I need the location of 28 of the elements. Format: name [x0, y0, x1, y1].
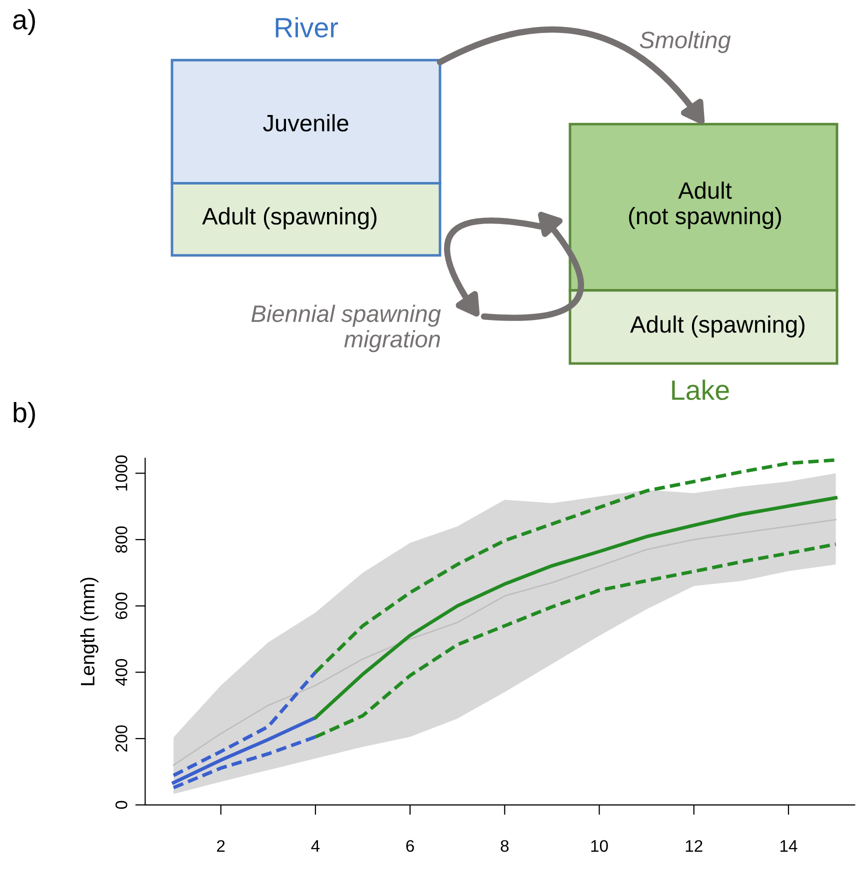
y-tick-label: 400 [115, 658, 128, 686]
text: Adult (spawning) [202, 207, 376, 230]
x-tick-label: 4 [311, 840, 320, 852]
text: a) [13, 9, 35, 35]
text: Lake [672, 380, 729, 400]
line-series [314, 496, 838, 720]
y-axis-title: Length (mm) [80, 578, 98, 686]
x-tick-label: 10 [591, 840, 608, 852]
line-series [172, 518, 836, 766]
x-tick-label: 14 [780, 840, 798, 852]
chart-title: b) [14, 402, 35, 428]
text: Juvenile [263, 114, 348, 132]
x-tick-label: 6 [406, 840, 414, 852]
y-tick-label: 200 [115, 725, 128, 752]
x-tick-label: 8 [500, 840, 509, 852]
text: River [276, 17, 338, 38]
x-tick-label: 2 [217, 840, 225, 852]
y-tick-label: 0 [115, 800, 128, 809]
text: Adult (spawning) [630, 315, 804, 338]
x-tick-label: 12 [686, 840, 702, 852]
y-tick-label: 1000 [115, 455, 128, 491]
text: Smolting [640, 31, 731, 54]
line-series [314, 542, 838, 739]
text: Adult (not spawning) [629, 182, 781, 230]
line-series [172, 670, 318, 778]
y-tick-label: 600 [115, 592, 128, 619]
text: Biennial spawning migration [251, 304, 441, 352]
y-tick-label: 800 [115, 526, 128, 553]
